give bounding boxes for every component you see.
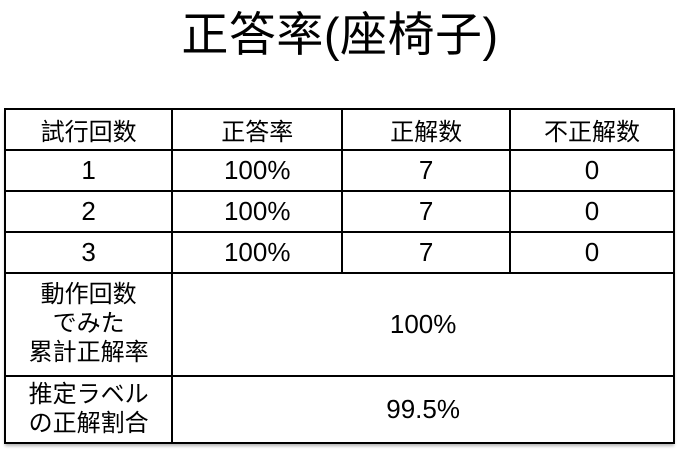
estimated-label-accuracy-value: 99.5% (171, 375, 675, 444)
cell-accuracy-rate: 100% (171, 190, 344, 233)
cell-correct-count: 7 (341, 149, 512, 192)
cumulative-accuracy-label: 動作回数 でみた 累計正解率 (3, 272, 174, 377)
cell-incorrect-count: 0 (509, 190, 675, 233)
estimated-label-accuracy-label: 推定ラベル の正解割合 (3, 375, 174, 444)
table-row-trial-3: 3 100% 7 0 (3, 231, 675, 274)
page-title: 正答率(座椅子) (181, 8, 499, 61)
cell-incorrect-count: 0 (509, 231, 675, 274)
cell-incorrect-count: 0 (509, 149, 675, 192)
summary-row-cumulative-accuracy: 動作回数 でみた 累計正解率 100% (3, 272, 675, 377)
cell-accuracy-rate: 100% (171, 149, 344, 192)
header-correct-count: 正解数 (341, 108, 512, 151)
cell-correct-count: 7 (341, 231, 512, 274)
cell-trial-number: 3 (3, 231, 174, 274)
table-row-trial-1: 1 100% 7 0 (3, 149, 675, 192)
cell-correct-count: 7 (341, 190, 512, 233)
header-incorrect-count: 不正解数 (509, 108, 675, 151)
header-row: 試行回数 正答率 正解数 不正解数 (3, 108, 675, 151)
cumulative-accuracy-value: 100% (171, 272, 675, 377)
header-trial-count: 試行回数 (3, 108, 174, 151)
cell-trial-number: 1 (3, 149, 174, 192)
results-table: 試行回数 正答率 正解数 不正解数 1 100% 7 0 2 100% 7 0 … (3, 108, 675, 444)
summary-row-estimated-label-accuracy: 推定ラベル の正解割合 99.5% (3, 375, 675, 444)
table-row-trial-2: 2 100% 7 0 (3, 190, 675, 233)
cell-trial-number: 2 (3, 190, 174, 233)
header-accuracy-rate: 正答率 (171, 108, 344, 151)
cell-accuracy-rate: 100% (171, 231, 344, 274)
